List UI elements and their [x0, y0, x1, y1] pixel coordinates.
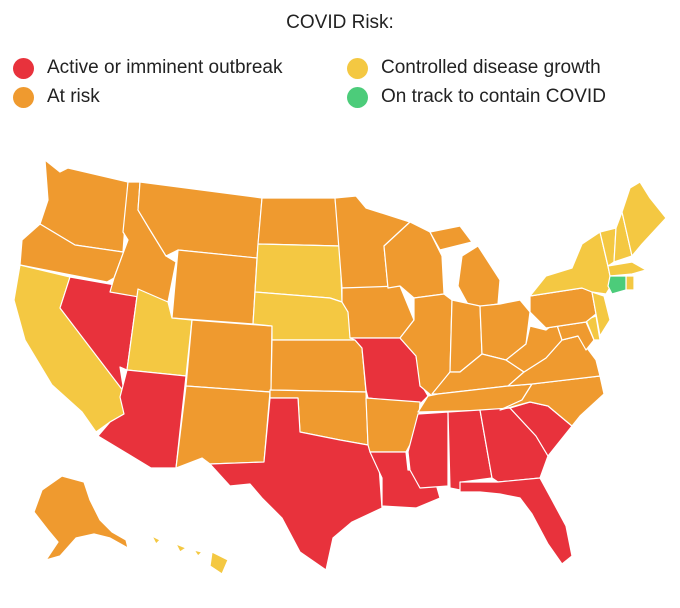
legend-item-controlled: Controlled disease growth — [347, 55, 601, 81]
state-colorado — [185, 319, 273, 393]
legend-label-on-track: On track to contain COVID — [381, 86, 606, 107]
state-maine — [621, 181, 667, 257]
legend-label-active: Active or imminent outbreak — [47, 57, 283, 78]
state-rhode-island — [625, 275, 635, 291]
legend-swatch-active — [13, 57, 34, 79]
state-north-carolina — [499, 375, 605, 427]
state-illinois — [399, 293, 453, 397]
legend-swatch-on-track — [347, 86, 368, 108]
state-connecticut — [607, 275, 627, 295]
legend-item-at-risk: At risk — [13, 84, 100, 110]
state-iowa — [341, 285, 415, 339]
legend-label-at-risk: At risk — [47, 86, 100, 107]
state-alaska — [33, 475, 129, 561]
map-title: COVID Risk: — [286, 12, 394, 33]
state-new-york — [529, 231, 613, 297]
state-texas — [209, 397, 383, 571]
legend-item-on-track: On track to contain COVID — [347, 84, 606, 110]
state-louisiana — [369, 451, 441, 509]
legend-item-active: Active or imminent outbreak — [13, 55, 283, 81]
legend-label-controlled: Controlled disease growth — [381, 57, 601, 78]
state-arizona — [97, 369, 187, 469]
state-massachusetts — [607, 261, 647, 277]
us-choropleth-map — [13, 159, 667, 575]
legend-swatch-at-risk — [13, 86, 34, 108]
state-north-dakota — [257, 197, 341, 247]
state-new-mexico — [175, 385, 271, 469]
state-wyoming — [171, 249, 258, 325]
legend-swatch-controlled — [347, 57, 368, 79]
state-kansas — [270, 339, 367, 393]
state-new-jersey — [591, 291, 611, 337]
state-hawaii — [151, 535, 229, 575]
state-florida — [459, 477, 573, 565]
